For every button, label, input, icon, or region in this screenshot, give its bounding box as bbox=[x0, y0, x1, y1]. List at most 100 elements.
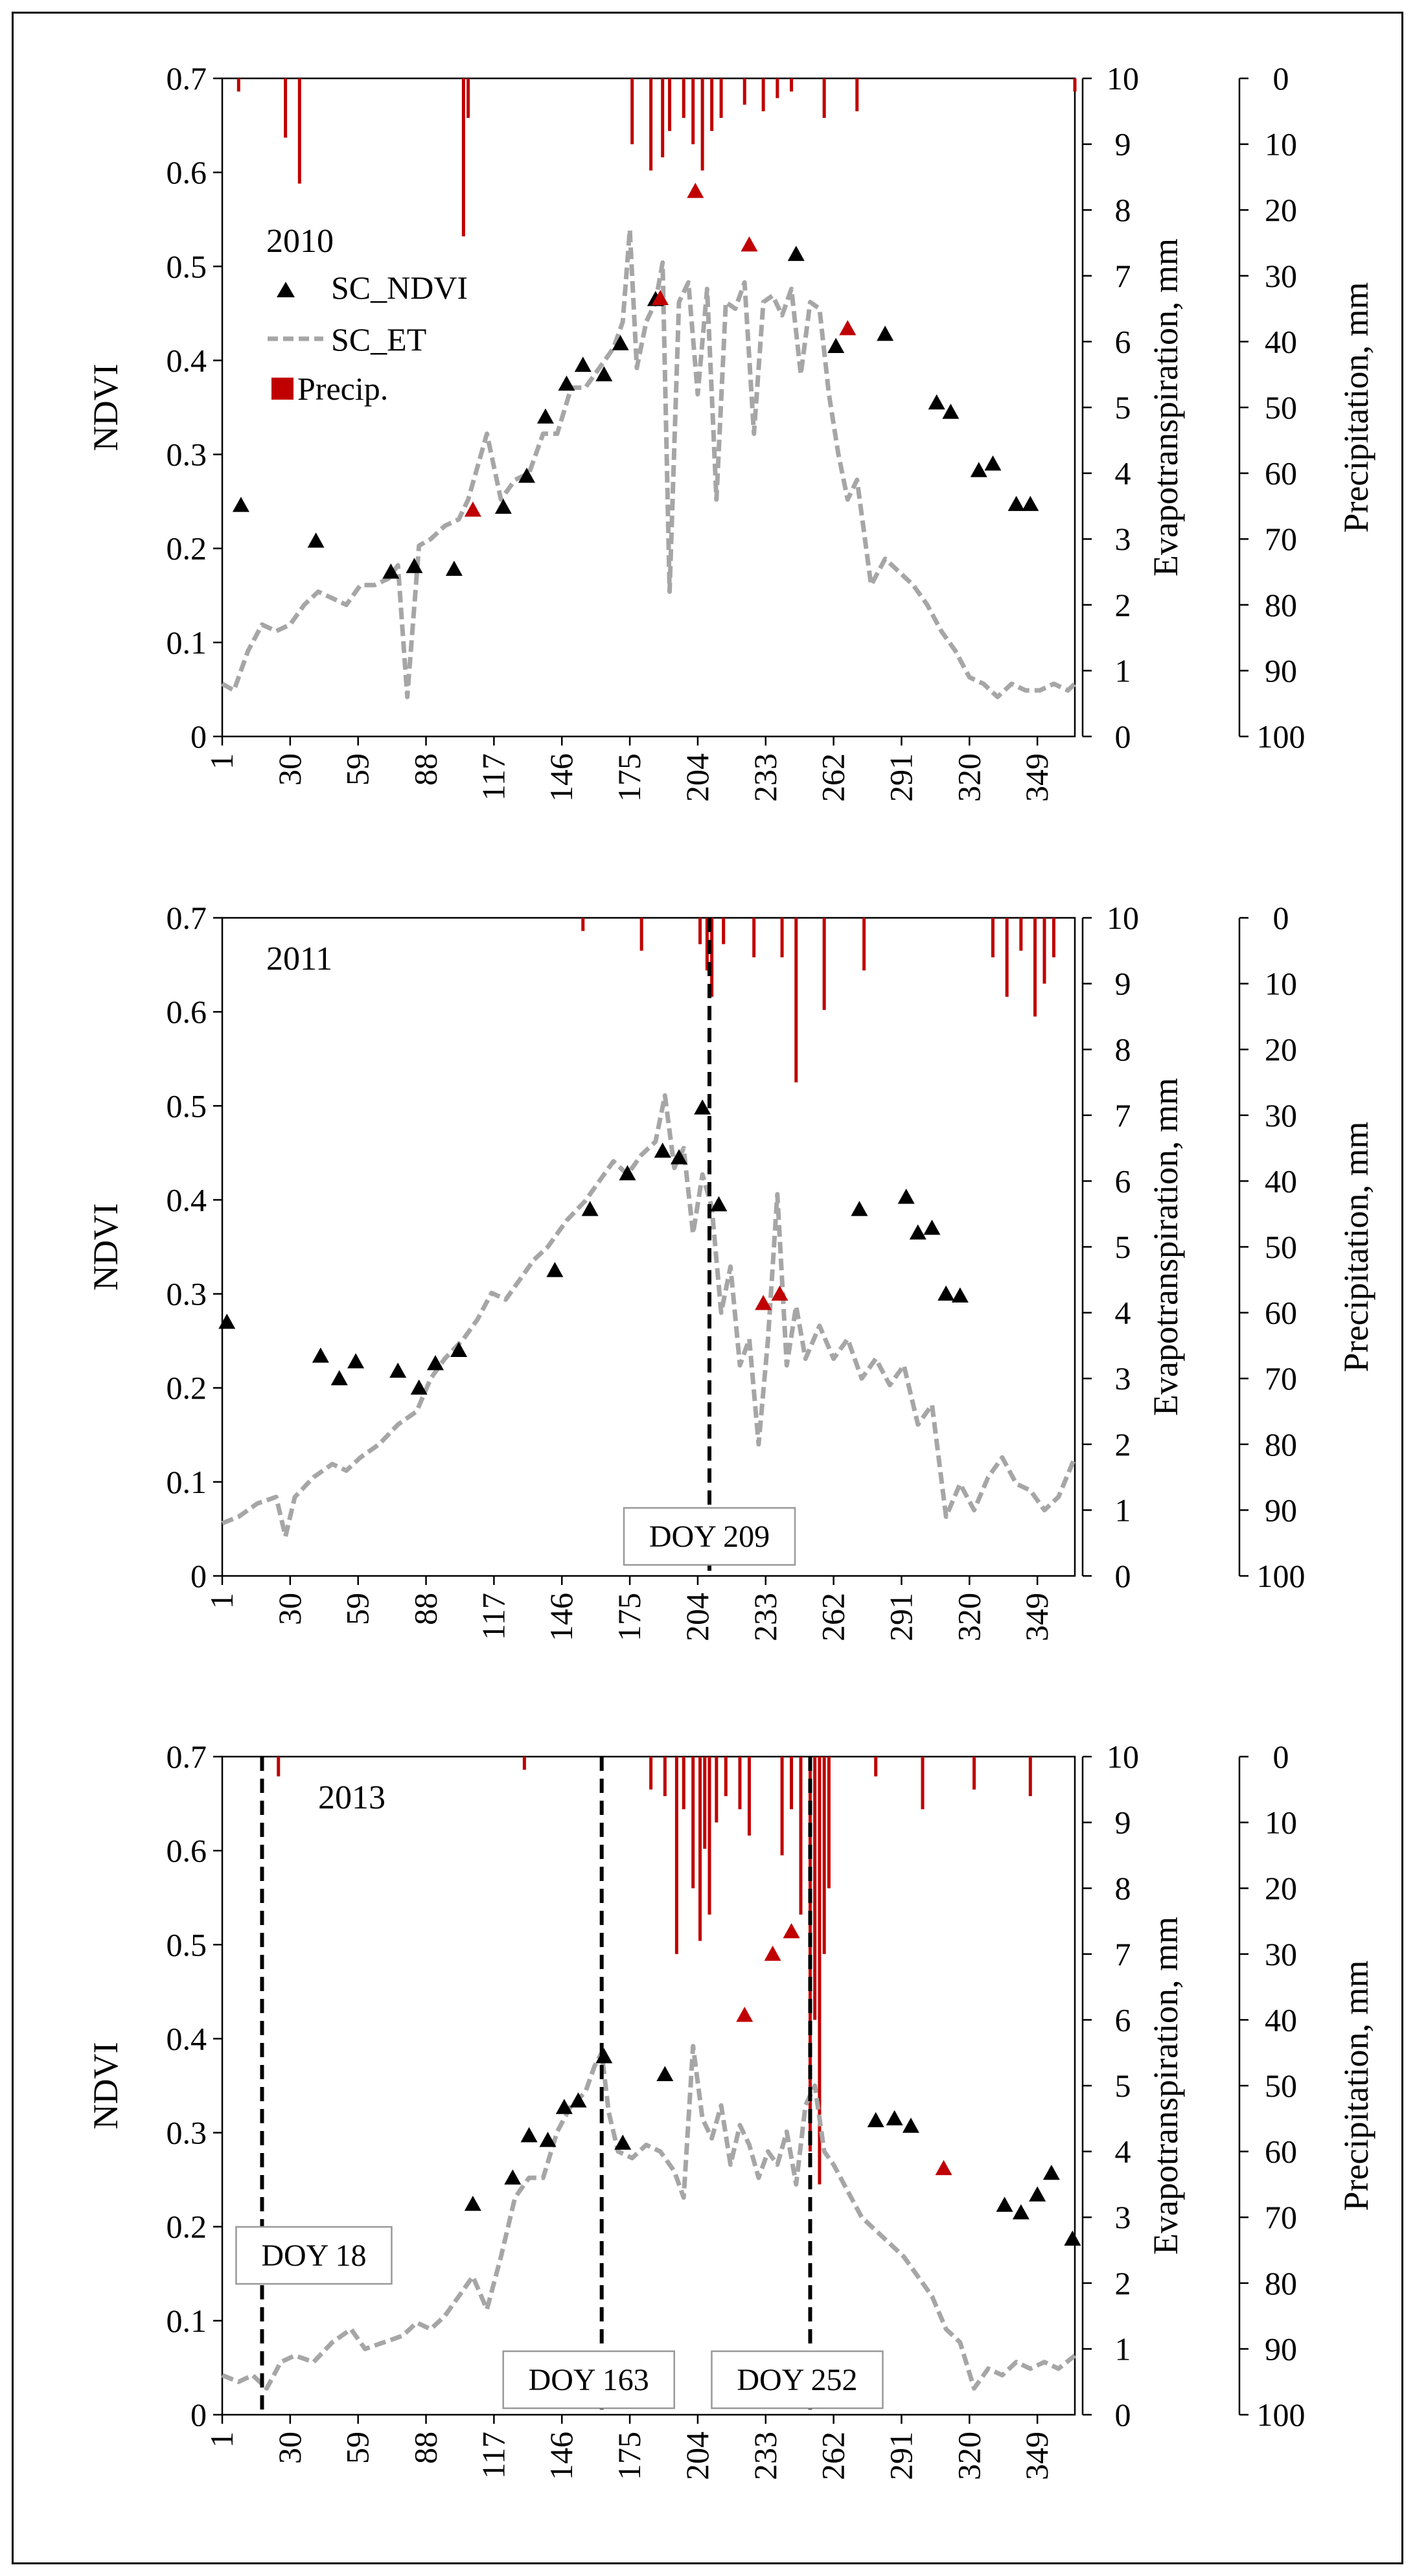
x-tick-label: 204 bbox=[679, 2432, 715, 2480]
et-tick-label: 10 bbox=[1107, 60, 1139, 97]
et-tick-label: 8 bbox=[1115, 192, 1131, 228]
x-tick-label: 30 bbox=[271, 753, 308, 786]
ndvi-marker bbox=[867, 2112, 884, 2128]
precip-axis-title: Precipitation, mm bbox=[1337, 1122, 1375, 1373]
et-tick-label: 9 bbox=[1115, 1805, 1131, 1841]
precip-tick-label: 10 bbox=[1265, 966, 1297, 1002]
precip-tick-label: 100 bbox=[1257, 718, 1306, 755]
x-tick-label: 175 bbox=[611, 2432, 647, 2480]
precip-tick-label: 90 bbox=[1265, 1492, 1297, 1528]
x-tick-label: 320 bbox=[950, 753, 987, 802]
et-tick-label: 5 bbox=[1115, 1229, 1131, 1265]
et-tick-label: 0 bbox=[1115, 1558, 1131, 1594]
x-tick-label: 146 bbox=[543, 1593, 579, 1641]
et-tick-label: 1 bbox=[1115, 1492, 1131, 1528]
et-tick-label: 0 bbox=[1115, 2397, 1131, 2433]
et-tick-label: 3 bbox=[1115, 521, 1131, 557]
ndvi-marker-flagged bbox=[755, 1295, 772, 1310]
ndvi-marker-flagged bbox=[736, 2007, 754, 2022]
ndvi-marker bbox=[410, 1379, 428, 1395]
et-tick-label: 2 bbox=[1115, 587, 1131, 623]
x-tick-label: 291 bbox=[882, 753, 919, 802]
x-tick-label: 88 bbox=[408, 2432, 444, 2464]
precip-tick-label: 90 bbox=[1265, 652, 1297, 689]
panel-year-title: 2011 bbox=[266, 940, 332, 977]
precip-tick-label: 50 bbox=[1265, 1229, 1297, 1265]
ndvi-marker bbox=[558, 375, 575, 391]
precip-tick-label: 30 bbox=[1265, 258, 1297, 294]
precip-tick-label: 10 bbox=[1265, 126, 1297, 163]
ndvi-marker bbox=[886, 2110, 903, 2126]
ndvi-axis-title: NDVI bbox=[86, 2042, 125, 2130]
et-line bbox=[221, 1093, 1077, 1539]
precip-tick-label: 10 bbox=[1265, 1805, 1297, 1841]
legend: SC_NDVI SC_ET Precip. bbox=[268, 269, 468, 407]
ndvi-tick-label: 0.6 bbox=[167, 994, 207, 1030]
ndvi-tick-label: 0.3 bbox=[167, 1276, 207, 1312]
ndvi-marker bbox=[619, 1165, 636, 1181]
et-tick-label: 9 bbox=[1115, 126, 1131, 163]
precip-tick-label: 60 bbox=[1265, 2134, 1297, 2170]
doy-label-box bbox=[502, 2350, 675, 2410]
ndvi-marker bbox=[996, 2196, 1013, 2212]
precip-tick-label: 40 bbox=[1265, 2001, 1297, 2038]
precip-tick-label: 70 bbox=[1265, 1360, 1297, 1396]
precip-tick-label: 50 bbox=[1265, 2068, 1297, 2104]
legend-ndvi-swatch bbox=[277, 282, 295, 297]
ndvi-marker bbox=[389, 1362, 407, 1378]
ndvi-marker bbox=[330, 1370, 348, 1385]
ndvi-marker bbox=[1064, 2230, 1081, 2246]
et-tick-label: 10 bbox=[1107, 900, 1139, 936]
et-tick-label: 3 bbox=[1115, 1360, 1131, 1396]
x-tick-label: 30 bbox=[271, 2432, 308, 2464]
ndvi-marker bbox=[1042, 2164, 1060, 2180]
ndvi-marker bbox=[406, 558, 423, 573]
ndvi-tick-label: 0.5 bbox=[167, 248, 207, 284]
ndvi-marker-flagged bbox=[652, 290, 669, 306]
ndvi-marker bbox=[539, 2132, 557, 2147]
precip-tick-label: 0 bbox=[1273, 1738, 1289, 1775]
ndvi-marker bbox=[450, 1341, 468, 1358]
x-tick-label: 117 bbox=[475, 753, 511, 801]
precip-tick-label: 0 bbox=[1273, 60, 1289, 97]
ndvi-marker bbox=[382, 564, 400, 579]
ndvi-marker bbox=[984, 455, 1002, 471]
ndvi-tick-label: 0.5 bbox=[167, 1088, 207, 1124]
precip-tick-label: 100 bbox=[1257, 1558, 1306, 1594]
legend-precip-label: Precip. bbox=[297, 370, 388, 407]
et-tick-label: 3 bbox=[1115, 2199, 1131, 2235]
precip-axis-title: Precipitation, mm bbox=[1337, 1961, 1375, 2211]
ndvi-marker bbox=[1029, 2186, 1046, 2202]
ndvi-marker bbox=[518, 467, 535, 483]
x-tick-label: 349 bbox=[1018, 753, 1055, 802]
ndvi-tick-label: 0.1 bbox=[167, 624, 207, 661]
x-tick-label: 262 bbox=[815, 2432, 851, 2480]
ndvi-tick-label: 0 bbox=[190, 2397, 207, 2433]
ndvi-marker-flagged bbox=[687, 183, 704, 198]
x-tick-label: 175 bbox=[611, 753, 647, 802]
precip-tick-label: 80 bbox=[1265, 2265, 1297, 2301]
panel-year-title: 2013 bbox=[318, 1779, 385, 1816]
et-tick-label: 7 bbox=[1115, 258, 1131, 294]
et-tick-label: 8 bbox=[1115, 1031, 1131, 1067]
x-tick-label: 59 bbox=[339, 2432, 376, 2464]
ndvi-marker bbox=[464, 2195, 481, 2211]
ndvi-marker bbox=[902, 2117, 919, 2133]
ndvi-axis-title: NDVI bbox=[86, 364, 125, 451]
et-tick-label: 6 bbox=[1115, 2001, 1131, 2038]
doy-label-box bbox=[623, 1507, 796, 1566]
et-tick-label: 1 bbox=[1115, 2331, 1131, 2367]
et-tick-label: 8 bbox=[1115, 1870, 1131, 1906]
precip-tick-label: 20 bbox=[1265, 192, 1297, 228]
precip-tick-label: 0 bbox=[1273, 900, 1289, 936]
ndvi-tick-label: 0.3 bbox=[167, 2115, 207, 2151]
et-tick-label: 6 bbox=[1115, 1163, 1131, 1199]
x-tick-label: 204 bbox=[679, 1593, 715, 1641]
et-axis-title: Evapotranspiration, mm bbox=[1146, 1078, 1185, 1416]
precip-tick-label: 70 bbox=[1265, 521, 1297, 557]
ndvi-marker bbox=[827, 337, 845, 354]
ndvi-marker bbox=[656, 2066, 674, 2081]
plot-area bbox=[221, 1755, 1076, 2416]
legend-et-label: SC_ET bbox=[331, 321, 426, 358]
